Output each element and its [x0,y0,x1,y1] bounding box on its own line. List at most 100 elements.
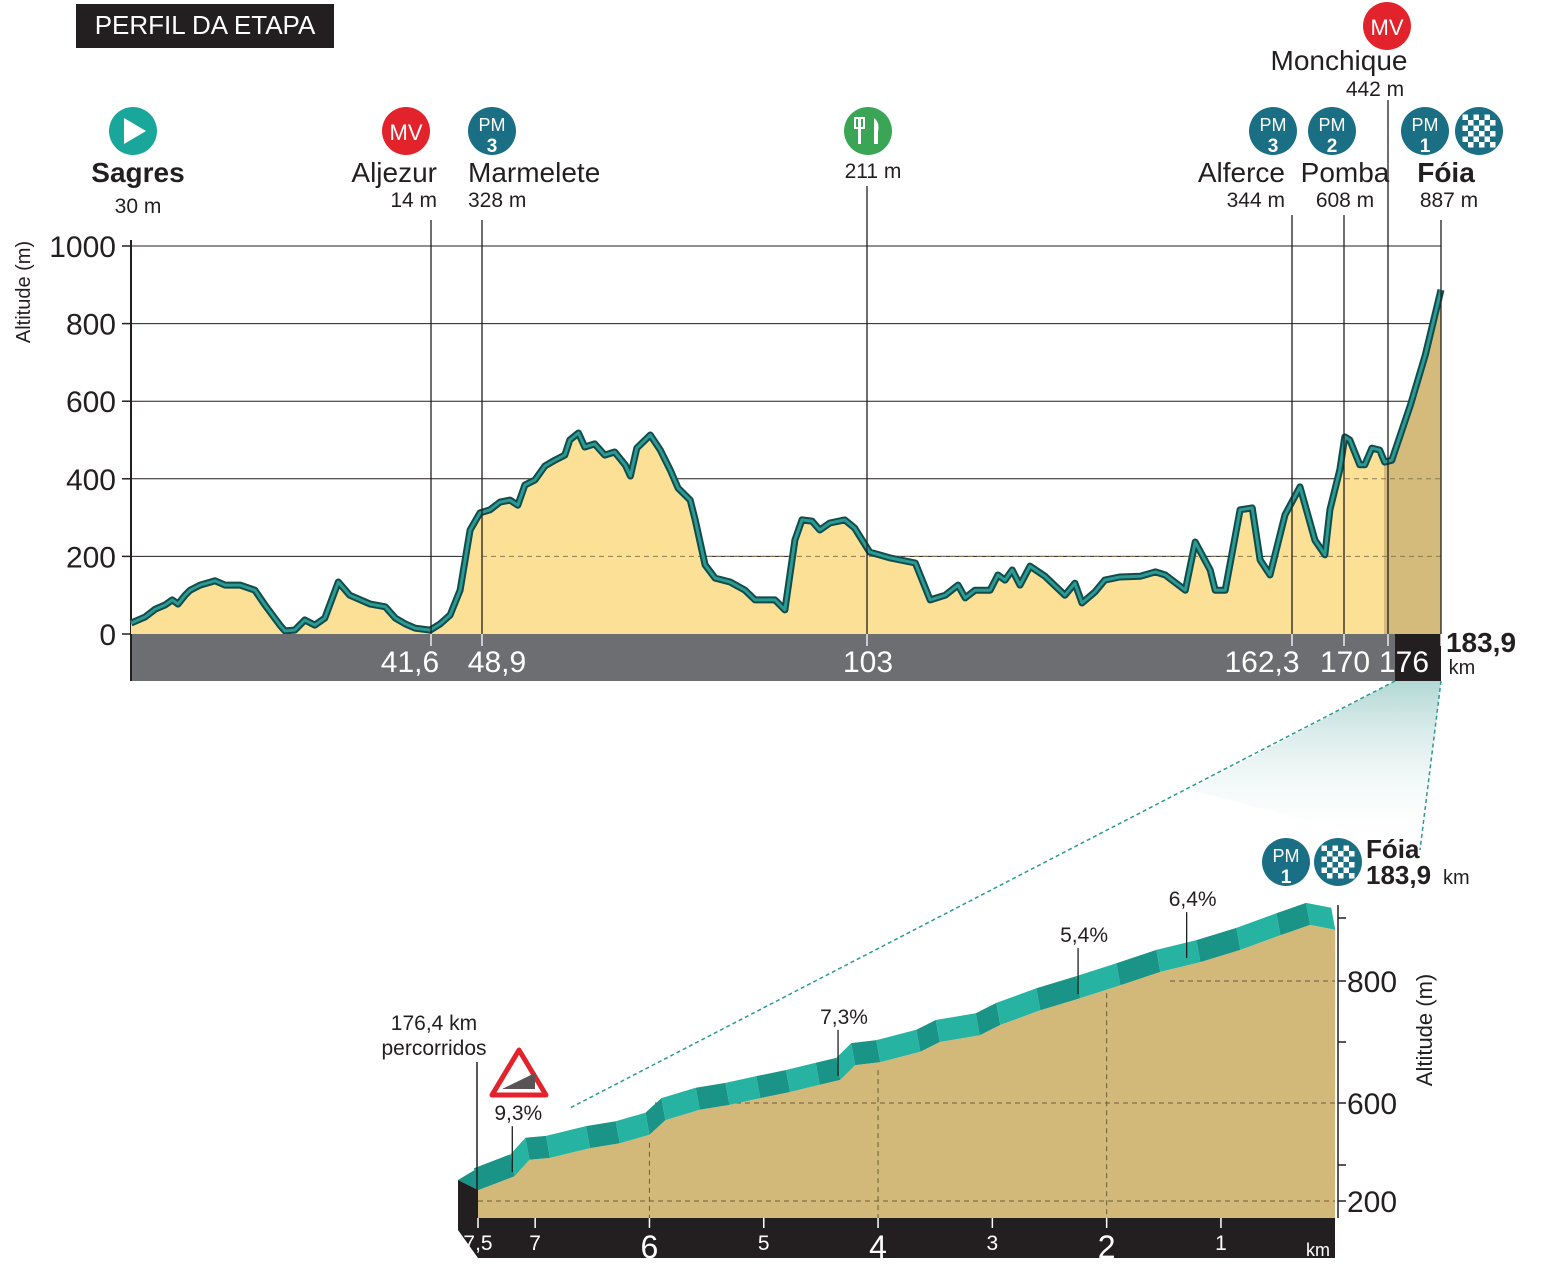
waypoint-foia-alt: 887 m [1420,189,1478,212]
gradient-segment [876,1029,921,1063]
mv-badge-label: MV [390,120,423,145]
detail-axis: 200 600 800 7,5 7 6 5 4 3 2 1 km [463,905,1397,1265]
pm-badge-label: PM [1260,115,1287,135]
finish-flag-icon [1314,838,1362,886]
detail-profile: 9,3% 7,3% 5,4% 6,4% [458,888,1336,1258]
gradient-segment [996,988,1041,1025]
waypoint-sagres-alt: 30 m [115,195,162,218]
km-label-marmelete: 48,9 [468,646,526,679]
zoom-connector [1190,681,1441,850]
detail-x-tick-label: 7,5 [463,1232,492,1255]
pm-cat3-badge-icon: PM 3 [1249,107,1297,157]
waypoint-marmelete-alt: 328 m [468,189,526,212]
gradient-segment [1036,976,1081,1011]
waypoint-monchique-alt: 442 m [1346,78,1404,101]
km-label-aljezur: 41,6 [381,646,439,679]
gradient-segment [725,1076,761,1105]
detail-x-tick-label: 4 [869,1229,887,1265]
finish-km-unit: km [1449,657,1476,679]
waypoint-alferce-alt: 344 m [1227,189,1285,212]
gradient-segment [645,1098,666,1135]
profile-area [131,433,1384,634]
gradient-label: 9,3% [494,1102,542,1125]
gradient-segment [1276,902,1311,936]
y-tick-label: 0 [99,619,116,652]
pm-cat1-badge-icon: PM 1 [1401,107,1449,157]
waypoint-foia: Fóia [1417,157,1475,188]
gradient-label: 5,4% [1060,924,1108,947]
gradient-segment [1306,902,1336,930]
detail-x-tick-label: 1 [1215,1232,1227,1255]
pm-badge-label: PM [1412,115,1439,135]
zoom-connector-line [569,680,1396,1109]
pm-badge-cat: 1 [1281,867,1292,888]
gradient-segment [786,1062,820,1093]
detail-y-tick-label: 600 [1347,1088,1397,1121]
zoom-connector-line [1419,680,1442,851]
detail-x-tick-label: 6 [641,1229,659,1265]
start-note-line2: percorridos [381,1037,486,1060]
detail-km-bar [458,1180,1335,1258]
km-bar [131,634,1395,681]
y-tick-label: 200 [66,541,116,574]
steep-climb-warning-icon [489,1047,549,1098]
detail-y-axis-label: Altitude (m) [1412,974,1437,1086]
mv-badge-icon: MV [382,107,430,155]
waypoint-pomba: Pomba [1301,157,1390,188]
km-label-alferce: 162,3 [1224,646,1299,679]
profile-line [130,289,1443,633]
gradient-segment [695,1082,730,1110]
finish-km: 183,9 [1446,627,1516,658]
y-tick-label: 400 [66,464,116,497]
km-label-pomba: 170 [1320,646,1370,679]
detail-finish-km: 183,9 [1366,860,1431,890]
y-tick-label: 800 [66,309,116,342]
detail-x-unit: km [1306,1240,1330,1260]
start-flag-icon [109,107,157,155]
detail-y-tick-label: 200 [1347,1186,1397,1219]
gradient-segment [851,1040,881,1066]
gradient-segment [1236,913,1281,950]
start-note-line1: 176,4 km [391,1012,477,1035]
waypoint-feed-alt: 211 m [845,160,902,183]
pm-badge-cat: 3 [487,136,498,157]
gradient-segment [935,1013,980,1042]
km-bar-final [1395,634,1441,681]
pm-cat1-badge-icon: PM 1 [1262,838,1310,888]
gradient-segment [525,1135,551,1160]
pm-badge-label: PM [1319,115,1346,135]
pm-badge-cat: 2 [1327,136,1338,157]
main-profile [129,288,1445,635]
mv-badge-label: MV [1371,15,1404,40]
detail-x-tick-label: 7 [529,1232,541,1255]
waypoint-monchique: Monchique [1271,45,1408,76]
final-climb-area [1384,289,1441,634]
page-title: PERFIL DA ETAPA [95,10,316,40]
gradient-segment [474,1154,515,1191]
pm-cat3-badge-icon: PM 3 [468,107,516,157]
finish-flag-icon [1455,107,1503,155]
gradient-segment [975,1002,1001,1036]
waypoint-alferce: Alferce [1198,157,1285,188]
detail-x-tick-label: 2 [1098,1229,1116,1265]
detail-x-tick-label: 3 [987,1232,999,1255]
waypoint-lines [430,100,1442,646]
y-tick-label: 1000 [49,231,116,264]
gradient-segment [615,1112,650,1144]
pm-badge-label: PM [479,115,506,135]
gradient-segment [756,1070,791,1099]
pm-badge-label: PM [1273,846,1300,866]
y-axis-label: Altitude (m) [13,241,35,343]
km-label-feed: 103 [843,646,893,679]
gradient-segment [1156,940,1201,972]
gradient-label: 7,3% [820,1006,868,1029]
waypoint-pomba-alt: 608 m [1316,189,1374,212]
detail-x-tick-label: 5 [758,1232,770,1255]
title-box [76,4,334,48]
main-y-ticks: 0 200 400 600 800 1000 [49,231,132,681]
waypoint-aljezur-alt: 14 m [390,189,437,212]
gradient-segment [1116,949,1161,986]
waypoint-sagres: Sagres [91,157,184,188]
pm-badge-cat: 1 [1420,136,1431,157]
detail-finish-km-unit: km [1443,867,1470,889]
